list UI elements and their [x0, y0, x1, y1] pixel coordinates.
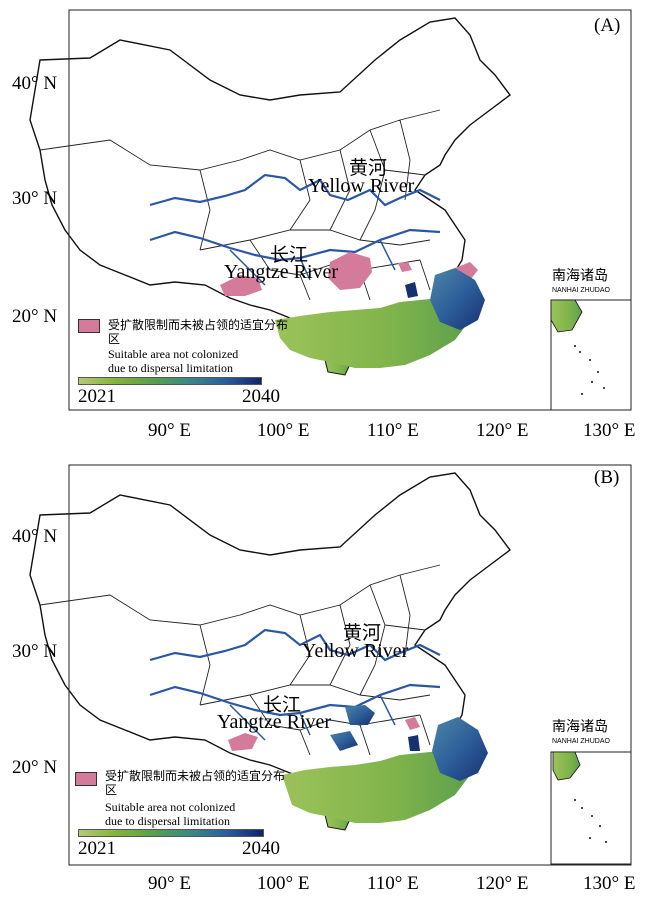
inset-a	[550, 299, 632, 411]
panel-b-legend-swatch	[75, 772, 97, 786]
panel-b-legend-en-line2: due to dispersal limitation	[105, 814, 230, 828]
panel-a-yangtze-river-en: Yangtze River	[224, 261, 339, 283]
panel-a-lat-tick-30: 30° N	[12, 188, 58, 209]
panel-a-lat-tick-20: 20° N	[12, 306, 58, 327]
panel-a-ramp-end: 2040	[242, 386, 280, 407]
panel-b-lat-tick-30: 30° N	[12, 641, 58, 662]
panel-a-map	[28, 9, 632, 411]
panel-b-lon-tick-90: 90° E	[148, 873, 191, 894]
panel-a-color-ramp	[78, 377, 262, 385]
panel-b-yangtze-river-en: Yangtze River	[217, 711, 332, 733]
panel-a-lon-tick-90: 90° E	[148, 420, 191, 441]
panel-a-inset-title-zh: 南海诸岛	[552, 268, 608, 284]
panel-b-lat-tick-20: 20° N	[12, 757, 58, 778]
panel-a-legend-zh: 受扩散限制而未被占领的适宜分布区	[108, 318, 289, 346]
panel-b-lon-tick-100: 100° E	[257, 873, 310, 894]
panel-a-lon-tick-100: 100° E	[257, 420, 310, 441]
panel-a-lon-tick-110: 110° E	[367, 420, 419, 441]
panel-b-lat-tick-40: 40° N	[12, 526, 58, 547]
panel-b-color-ramp	[78, 829, 264, 837]
panel-b-inset-title-en: NANHAI ZHUDAO	[552, 738, 610, 745]
panel-a-yangtze-river-zh: 长江	[270, 244, 309, 266]
panel-b-lon-tick-110: 110° E	[367, 873, 419, 894]
panel-b-map	[28, 464, 632, 866]
panel-a-lon-tick-130: 130° E	[583, 420, 636, 441]
panel-b-yellow-river-en: Yellow River	[302, 640, 409, 662]
panel-b-yangtze-river-zh: 长江	[263, 694, 302, 716]
inset-b	[550, 751, 632, 865]
panel-b-id: (B)	[594, 467, 620, 488]
panel-a-inset-title-en: NANHAI ZHUDAO	[552, 287, 610, 294]
panel-b-yellow-river-zh: 黄河	[343, 622, 382, 644]
panel-b-legend-en-line1: Suitable area not colonized	[105, 800, 236, 814]
panel-a-legend-en-line1: Suitable area not colonized	[108, 347, 239, 361]
panel-a-id: (A)	[594, 15, 621, 36]
panel-b-inset-title-zh: 南海诸岛	[552, 719, 608, 735]
panel-a-ramp-start: 2021	[78, 386, 116, 407]
panel-b-lon-tick-120: 120° E	[476, 873, 529, 894]
panel-b-legend-zh: 受扩散限制而未被占领的适宜分布区	[105, 769, 286, 797]
panel-a-legend-swatch	[78, 319, 100, 333]
panel-a-lat-tick-40: 40° N	[12, 73, 58, 94]
panel-a-yellow-river-en: Yellow River	[308, 175, 415, 197]
panel-b-ramp-end: 2040	[242, 838, 280, 859]
panel-b-ramp-start: 2021	[78, 838, 116, 859]
panel-a-legend-en-line2: due to dispersal limitation	[108, 361, 233, 375]
panel-a-lon-tick-120: 120° E	[476, 420, 529, 441]
panel-a-yellow-river-zh: 黄河	[349, 157, 388, 179]
panel-b-lon-tick-130: 130° E	[583, 873, 636, 894]
